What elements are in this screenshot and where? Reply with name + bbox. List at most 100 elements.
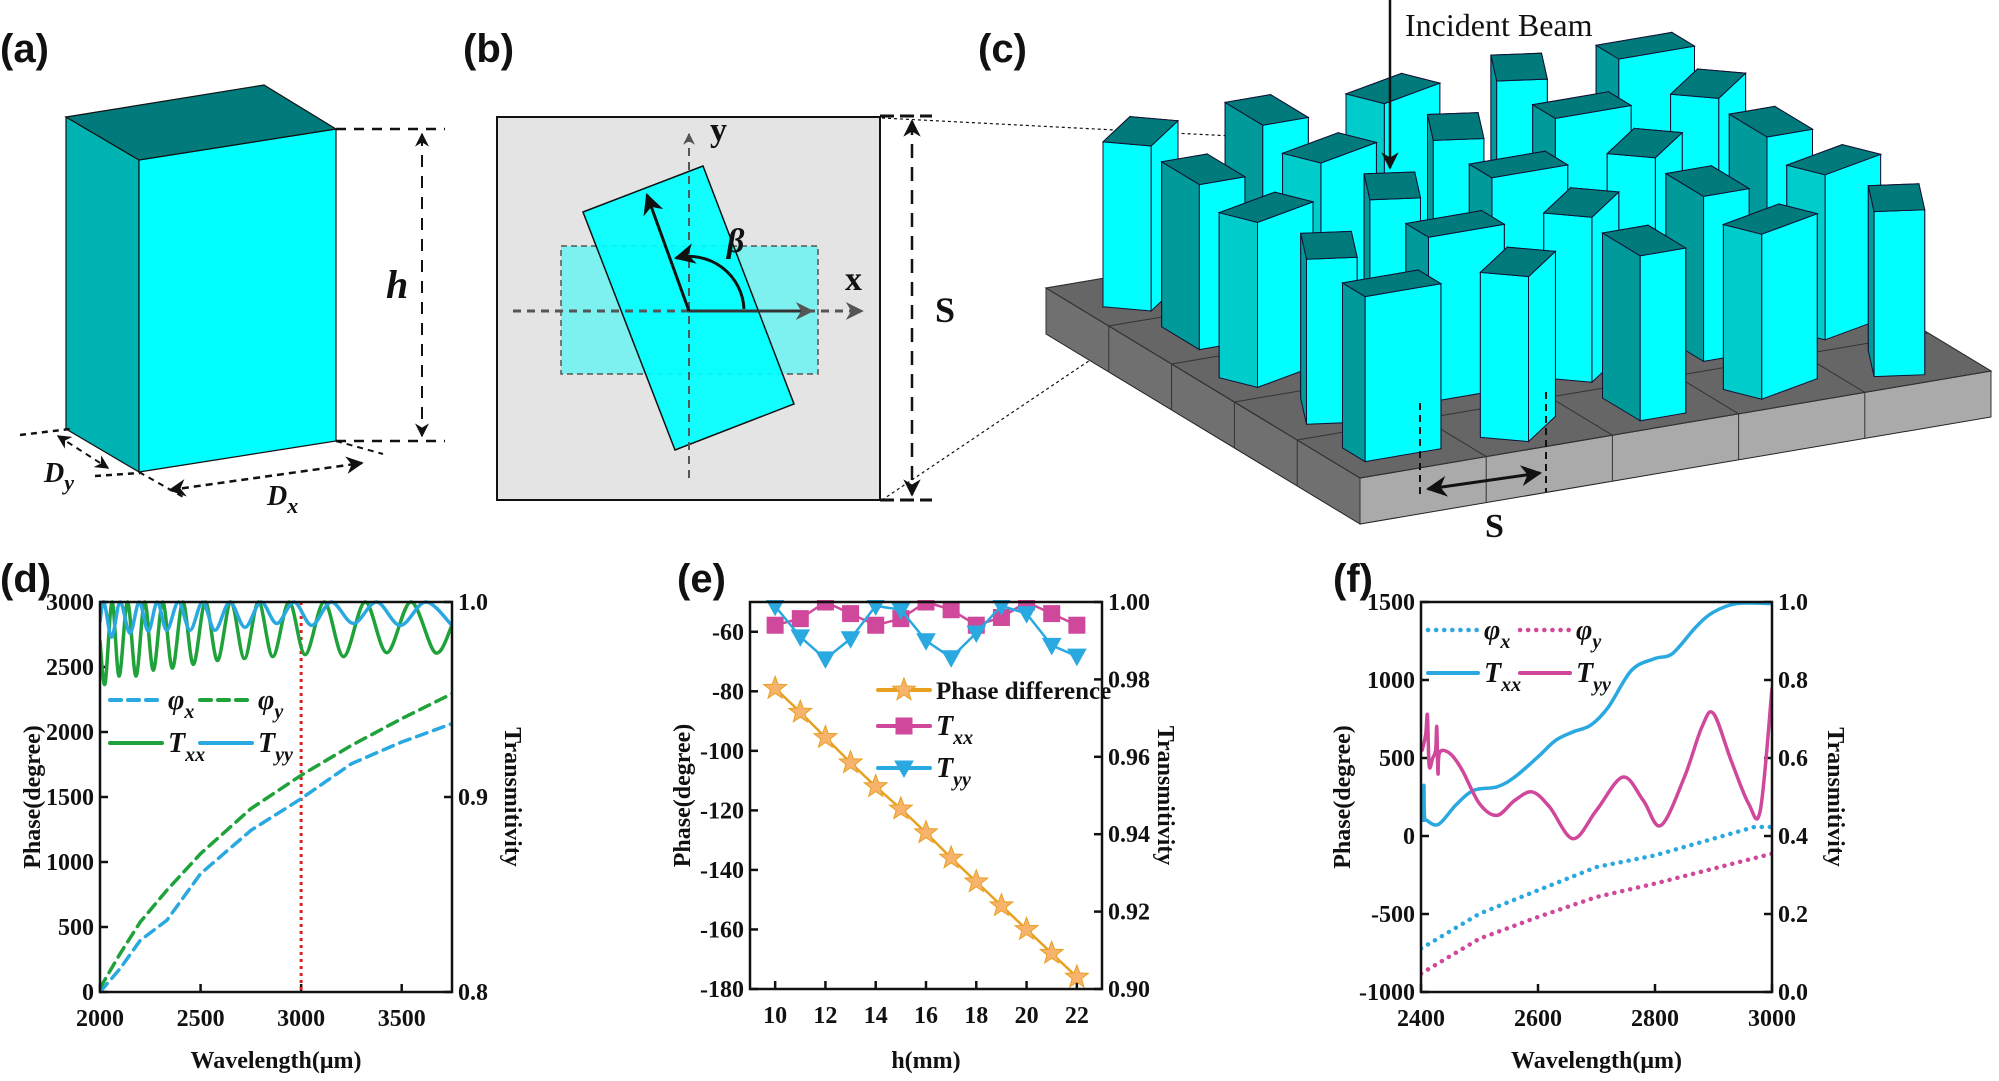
y-tick-label: -120	[700, 798, 744, 824]
rotation-angle-arc	[673, 243, 746, 310]
x-tick-label: 2600	[1514, 1006, 1562, 1032]
panel-label-c: (c)	[978, 27, 1027, 71]
substrate-grid-line	[1359, 370, 1992, 479]
plot-frame	[748, 600, 1104, 991]
chart-e: 10 12 14 16 18 20 22 -180 -160 -140 -120 -100 -80 -60…	[670, 590, 1178, 1074]
legend-label-main: T	[936, 753, 955, 784]
y2-axis-title: Transmitivity	[1822, 727, 1848, 867]
x-axis-title: Wavelength(μm)	[191, 1048, 362, 1074]
array-period-arrow	[1425, 465, 1543, 497]
legend-item: Tyy	[1518, 658, 1611, 696]
legend-label-main: T	[168, 728, 187, 759]
dx-label: Dx	[266, 481, 298, 518]
series-line	[100, 721, 452, 994]
pillar-left-face	[65, 115, 140, 474]
series-tyy	[765, 600, 1087, 669]
legend-label-subscript: y	[272, 701, 283, 723]
dx-dimension-arrow	[168, 456, 364, 497]
pillar-front-face	[138, 128, 337, 473]
x-tick-label: 14	[864, 1003, 888, 1029]
pillar-top-face	[1426, 112, 1485, 141]
legend-label-main: φ	[1576, 615, 1592, 646]
pillar-top-face	[1479, 246, 1557, 278]
x-tick-label: 3500	[378, 1006, 426, 1032]
legend-label-subscript: xx	[952, 727, 973, 749]
pillar-side-face	[1639, 247, 1687, 422]
pillar-side-face	[1873, 209, 1926, 378]
y-tick-label: 500	[58, 915, 94, 941]
triangle-marker	[916, 633, 936, 651]
legend-label: Txx	[168, 728, 205, 766]
series-tyy	[100, 600, 452, 639]
y-tick-label: -140	[700, 858, 744, 884]
pillar	[1867, 183, 1926, 378]
y2-tick-label: 0.8	[1778, 668, 1808, 694]
series-line	[1421, 824, 1772, 951]
square-marker	[766, 616, 784, 634]
x-tick-label: 3000	[1748, 1006, 1796, 1032]
panel-label-b: (b)	[463, 27, 514, 71]
triangle-marker	[1016, 606, 1037, 624]
pillar-top-face	[1217, 191, 1315, 223]
charts: 2000 2500 3000 3500 0 500 1000 1500 2000 2500 3000…	[20, 590, 1848, 1074]
pillar-top-face	[1341, 269, 1443, 298]
legend-label-main: φ	[168, 685, 184, 716]
legend-label-main: T	[258, 728, 277, 759]
x-tick-label: 18	[964, 1003, 988, 1029]
series-line	[100, 600, 452, 686]
x-tick-label: 10	[763, 1003, 787, 1029]
chart-f: 2400 2600 2800 3000 -1000 -500 0 500 1000 1500 0.0…	[1330, 590, 1848, 1074]
legend-item: Txx	[876, 711, 973, 749]
pillar-top-face	[1664, 165, 1751, 197]
pillar-side-face	[1479, 271, 1529, 443]
y-tick-label: 2500	[46, 655, 94, 681]
y2-tick-label: 0.6	[1778, 746, 1808, 772]
pillar	[1601, 224, 1688, 422]
dx-extension-2	[138, 471, 186, 499]
triangle-marker	[1041, 637, 1062, 656]
pillar-top-face	[1467, 150, 1570, 179]
pillar-side-face	[1342, 282, 1366, 463]
y-tick-label: 1000	[46, 850, 94, 876]
legend-label-subscript: xx	[184, 744, 205, 766]
y-tick-label: -500	[1371, 902, 1415, 928]
square-marker	[867, 616, 885, 634]
y2-tick-label: 0.8	[458, 980, 488, 1006]
pillar	[1341, 269, 1443, 463]
x-tick-label: 12	[813, 1003, 837, 1029]
series-line	[1421, 851, 1772, 976]
pillar-top-face	[1280, 132, 1379, 164]
pillar-side-face	[1300, 233, 1307, 425]
pillar-top-face	[1721, 203, 1819, 235]
legend-item: φx	[108, 685, 194, 723]
star-marker	[1064, 963, 1090, 988]
star-marker	[913, 819, 939, 844]
x-tick-label: 22	[1065, 1003, 1089, 1029]
pillar-side-face	[1602, 232, 1641, 422]
legend-label-subscript: xx	[1500, 674, 1521, 696]
legend-label: Txx	[1484, 658, 1521, 696]
legend-item: φy	[1517, 615, 1601, 653]
legend-label-main: T	[1576, 658, 1595, 689]
legend-item: Phase difference	[876, 676, 1111, 705]
x-axis-title: Wavelength(μm)	[1511, 1048, 1682, 1074]
y-tick-label: -60	[712, 620, 744, 646]
unit-cell-top-view: y x β S	[496, 112, 1353, 502]
chart-d: 2000 2500 3000 3500 0 500 1000 1500 2000 2500 3000…	[20, 590, 525, 1074]
series-tyy	[1421, 686, 1772, 841]
pillar-top-face	[1867, 183, 1926, 213]
pillar-side-face	[1102, 141, 1152, 312]
series-line	[1421, 601, 1772, 827]
y2-tick-label: 0.98	[1108, 667, 1150, 693]
series-φy	[100, 691, 452, 990]
legend-label-main: φ	[1484, 615, 1500, 646]
x-axis-title: h(mm)	[891, 1048, 960, 1074]
legend-label-subscript: y	[1590, 631, 1601, 653]
triangle-marker	[941, 650, 961, 668]
square-marker	[942, 601, 960, 619]
pillar-top-face	[1542, 187, 1620, 218]
x-axis-label: x	[845, 261, 862, 298]
pillar-side-face	[1161, 160, 1200, 351]
star-marker	[1038, 939, 1065, 965]
